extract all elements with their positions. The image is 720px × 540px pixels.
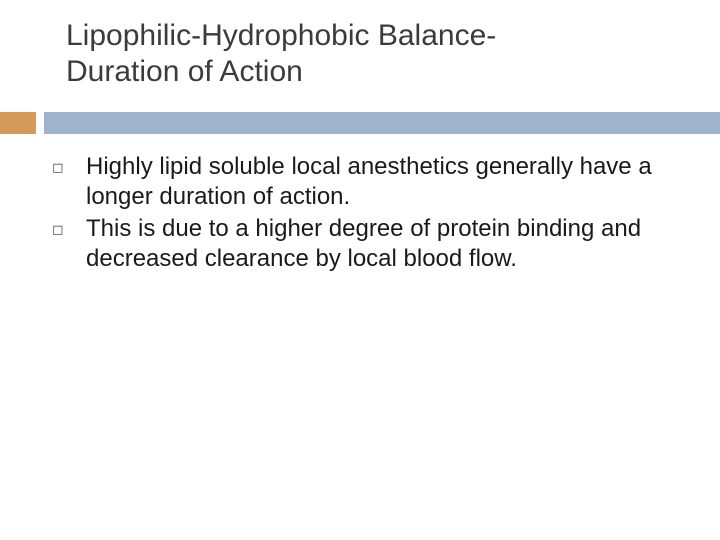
slide-title: Lipophilic-Hydrophobic Balance- Duration… (66, 18, 720, 90)
accent-gap (36, 112, 44, 134)
bullet-marker-icon: ◻ (46, 152, 86, 182)
slide-container: Lipophilic-Hydrophobic Balance- Duration… (0, 0, 720, 540)
accent-band (0, 112, 720, 134)
title-area: Lipophilic-Hydrophobic Balance- Duration… (0, 0, 720, 90)
title-line-1: Lipophilic-Hydrophobic Balance- (66, 19, 496, 52)
bullet-text: Highly lipid soluble local anesthetics g… (86, 152, 686, 212)
bullet-text: This is due to a higher degree of protei… (86, 214, 686, 274)
accent-orange (0, 112, 36, 134)
accent-blue (44, 112, 720, 134)
bullet-marker-icon: ◻ (46, 214, 86, 244)
bullet-list: ◻ Highly lipid soluble local anesthetics… (46, 152, 686, 276)
title-line-2: Duration of Action (66, 55, 303, 88)
list-item: ◻ Highly lipid soluble local anesthetics… (46, 152, 686, 212)
list-item: ◻ This is due to a higher degree of prot… (46, 214, 686, 274)
